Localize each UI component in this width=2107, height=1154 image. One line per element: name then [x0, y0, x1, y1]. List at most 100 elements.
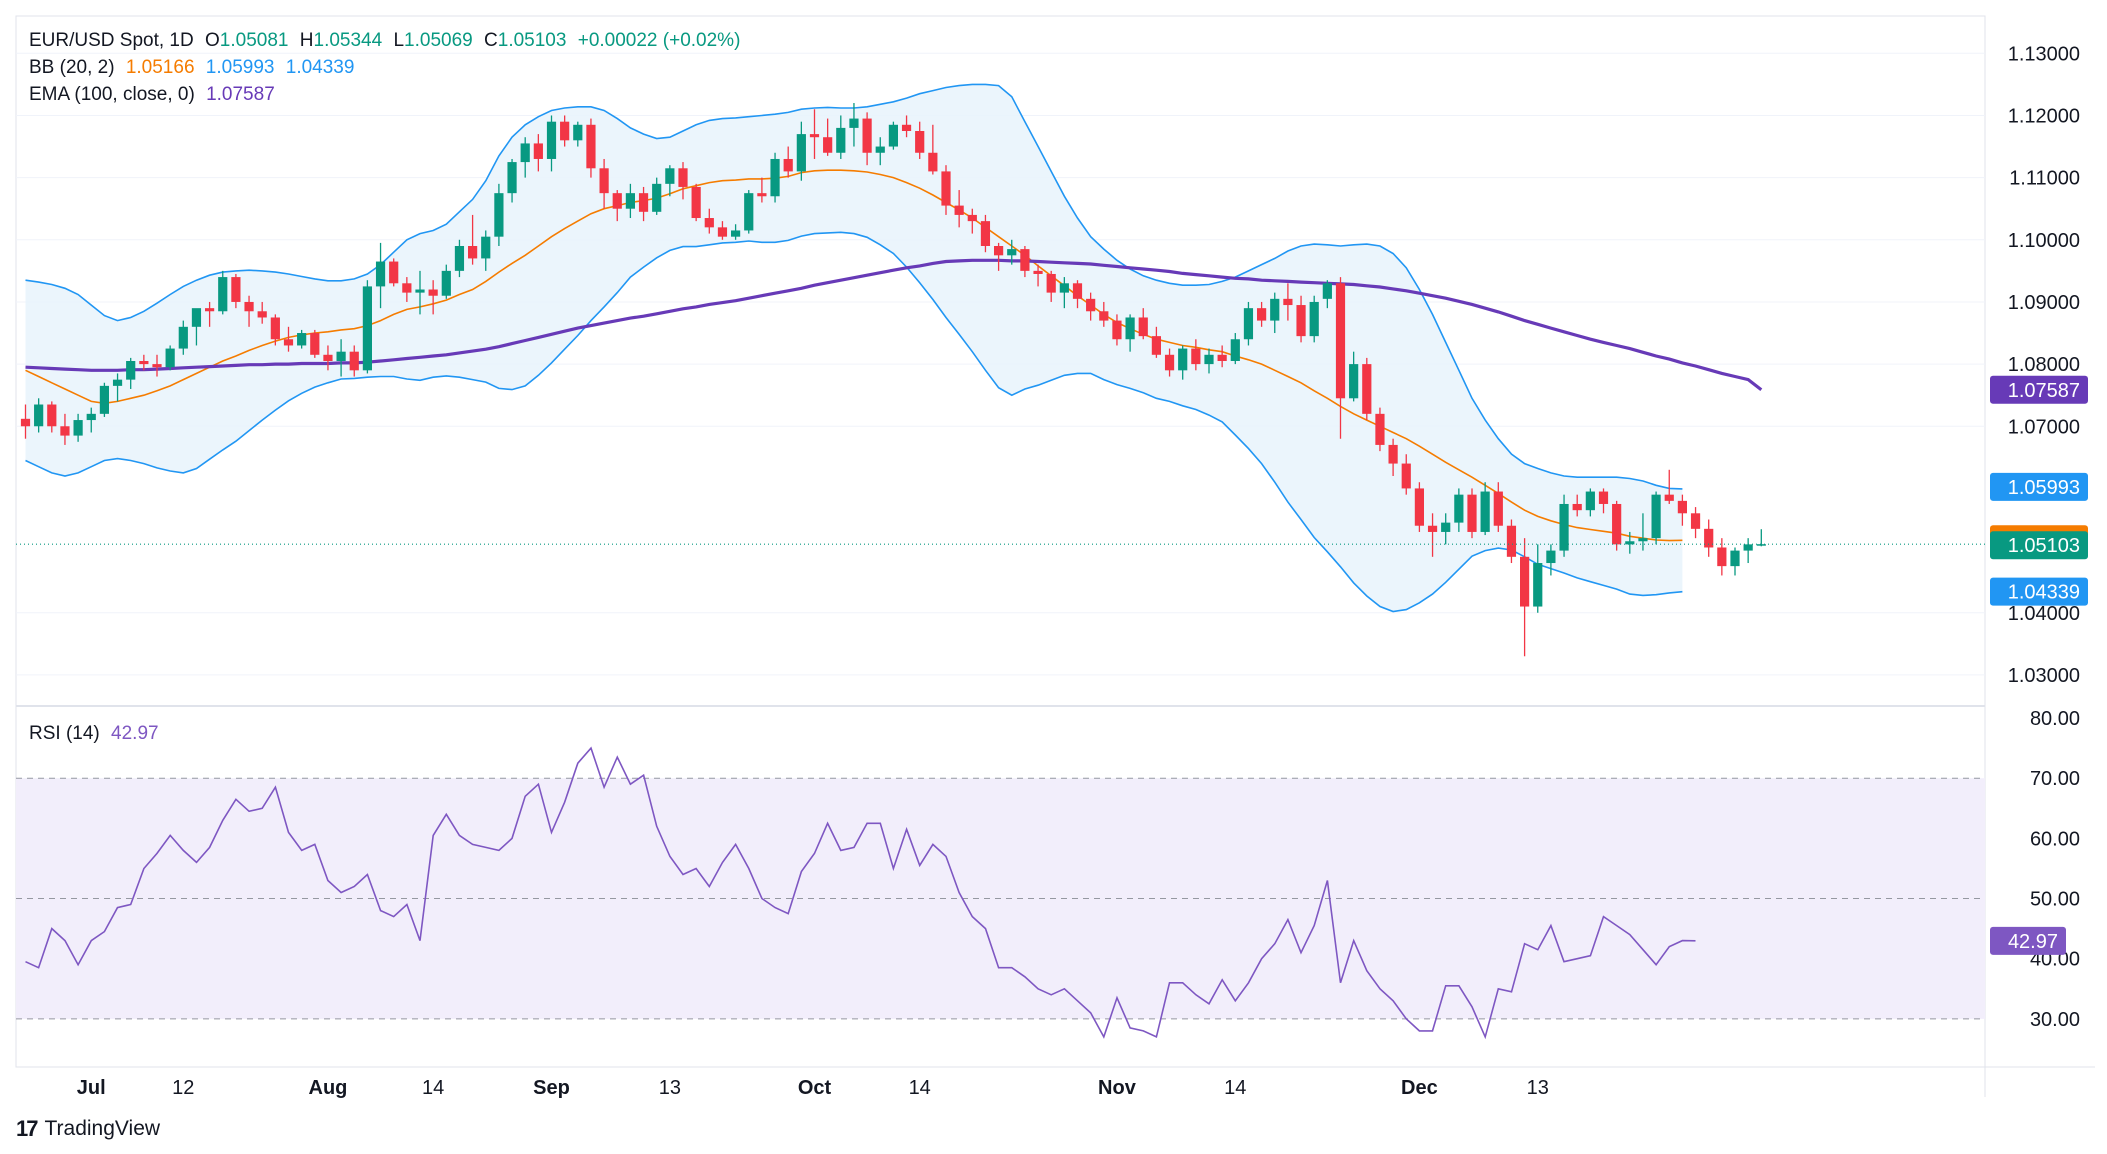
low-label: L	[393, 30, 405, 51]
rsi-tick-label: 60.00	[2030, 828, 2080, 850]
candle-body	[744, 193, 754, 231]
candle-body	[638, 193, 649, 212]
candle-body	[1230, 339, 1240, 361]
candle-body	[1020, 249, 1030, 271]
candle-body	[1520, 556, 1530, 607]
candle-body	[1349, 364, 1359, 399]
candle-body	[678, 168, 688, 187]
candle-body	[1217, 354, 1227, 361]
candle-body	[757, 193, 767, 197]
ema-badge-text: 1.07587	[2008, 380, 2080, 402]
candle-body	[1086, 298, 1096, 312]
price-tick-label: 1.12000	[2008, 105, 2080, 127]
time-tick-label: 13	[1527, 1077, 1549, 1099]
candle-body	[915, 131, 925, 153]
candle-body	[1204, 354, 1214, 365]
candle-body	[783, 158, 793, 172]
time-tick-label: Sep	[533, 1077, 570, 1099]
rsi-tick-label: 70.00	[2030, 768, 2080, 790]
close-value: 1.05103	[497, 30, 567, 51]
candle-body	[270, 317, 280, 340]
candle-body	[1612, 503, 1622, 545]
candle-body	[112, 379, 123, 386]
candle-body	[481, 236, 491, 259]
candle-body	[99, 385, 109, 414]
candle-body	[612, 193, 622, 209]
candle-body	[1414, 488, 1424, 526]
candle-body	[1007, 249, 1017, 256]
time-tick-label: 14	[1224, 1077, 1246, 1099]
rsi-label: RSI (14)	[29, 723, 100, 744]
candle-body	[1467, 494, 1477, 532]
candle-body	[1309, 301, 1319, 337]
candle-body	[994, 246, 1004, 256]
open-label: O	[205, 30, 220, 51]
candle-body	[1664, 494, 1674, 501]
time-tick-label: 14	[909, 1077, 931, 1099]
candle-body	[468, 246, 478, 259]
candle-body	[1243, 308, 1254, 340]
candle-body	[1257, 308, 1267, 321]
time-tick-label: Nov	[1098, 1077, 1137, 1099]
candle-body	[770, 158, 780, 197]
candle-body	[428, 289, 438, 296]
candle-body	[218, 277, 228, 312]
ema-path	[25, 258, 1763, 392]
rsi-tick-label: 80.00	[2030, 708, 2080, 730]
price-tick-label: 1.09000	[2008, 292, 2080, 314]
high-value: 1.05344	[313, 30, 383, 51]
candle-body	[1690, 513, 1701, 529]
bb-upper-badge-text: 1.05993	[2008, 477, 2080, 499]
candle-body	[560, 121, 570, 141]
candle-body	[244, 301, 254, 312]
candle-body	[349, 351, 359, 371]
time-tick-label: Jul	[77, 1077, 106, 1099]
bb-lower-badge-text: 1.04339	[2008, 582, 2080, 604]
bb-lower-line	[25, 231, 1683, 613]
candle-body	[283, 339, 294, 346]
brand-name: TradingView	[44, 1117, 161, 1140]
candle-body	[297, 333, 307, 346]
candle-body	[836, 127, 846, 153]
candle-body	[1427, 525, 1438, 532]
rsi-legend: RSI (14) 42.97	[29, 722, 165, 746]
price-tick-label: 1.13000	[2008, 43, 2080, 65]
rsi-tick-label: 30.00	[2030, 1009, 2080, 1031]
price-tick-label: 1.08000	[2008, 354, 2080, 376]
candle-body	[310, 333, 320, 355]
price-tick-label: 1.03000	[2008, 665, 2080, 687]
ema-badge	[1990, 375, 2088, 404]
time-tick-label: Oct	[798, 1077, 832, 1099]
rsi-badge-text: 42.97	[2008, 931, 2058, 953]
ohlc-legend: EUR/USD Spot, 1D O1.05081 H1.05344 L1.05…	[29, 29, 746, 53]
candle-body	[875, 146, 885, 153]
high-label: H	[299, 30, 314, 51]
candle-body	[47, 404, 57, 427]
symbol-label: EUR/USD Spot, 1D	[29, 30, 194, 51]
candle-body	[586, 124, 596, 169]
candle-body	[1598, 491, 1609, 504]
rsi-panel	[16, 746, 1985, 1040]
candle-body	[901, 124, 912, 131]
ema-label: EMA (100, close, 0)	[29, 84, 195, 105]
price-tick-label: 1.04000	[2008, 603, 2080, 625]
candle-body	[1138, 317, 1148, 337]
rsi-badge	[1990, 926, 2066, 955]
candle-body	[1756, 544, 1766, 546]
candle-body	[1546, 550, 1556, 564]
candle-body	[494, 193, 504, 237]
candle-body	[1099, 311, 1109, 321]
candle-body	[1046, 273, 1056, 293]
rsi-value: 42.97	[111, 723, 159, 744]
candle-body	[691, 186, 701, 219]
tradingview-brand[interactable]: 17 TradingView	[16, 1116, 160, 1142]
time-tick-label: 13	[659, 1077, 681, 1099]
ema-value: 1.07587	[206, 84, 275, 105]
candle-body	[704, 218, 714, 228]
ema-legend: EMA (100, close, 0) 1.07587	[29, 83, 281, 107]
candle-body	[1441, 522, 1451, 532]
candle-body	[625, 193, 635, 209]
price-axis: 1.13000 1.12000 1.11000 1.10000 1.09000 1.080…	[2008, 43, 2080, 1031]
candle-body	[34, 404, 44, 427]
